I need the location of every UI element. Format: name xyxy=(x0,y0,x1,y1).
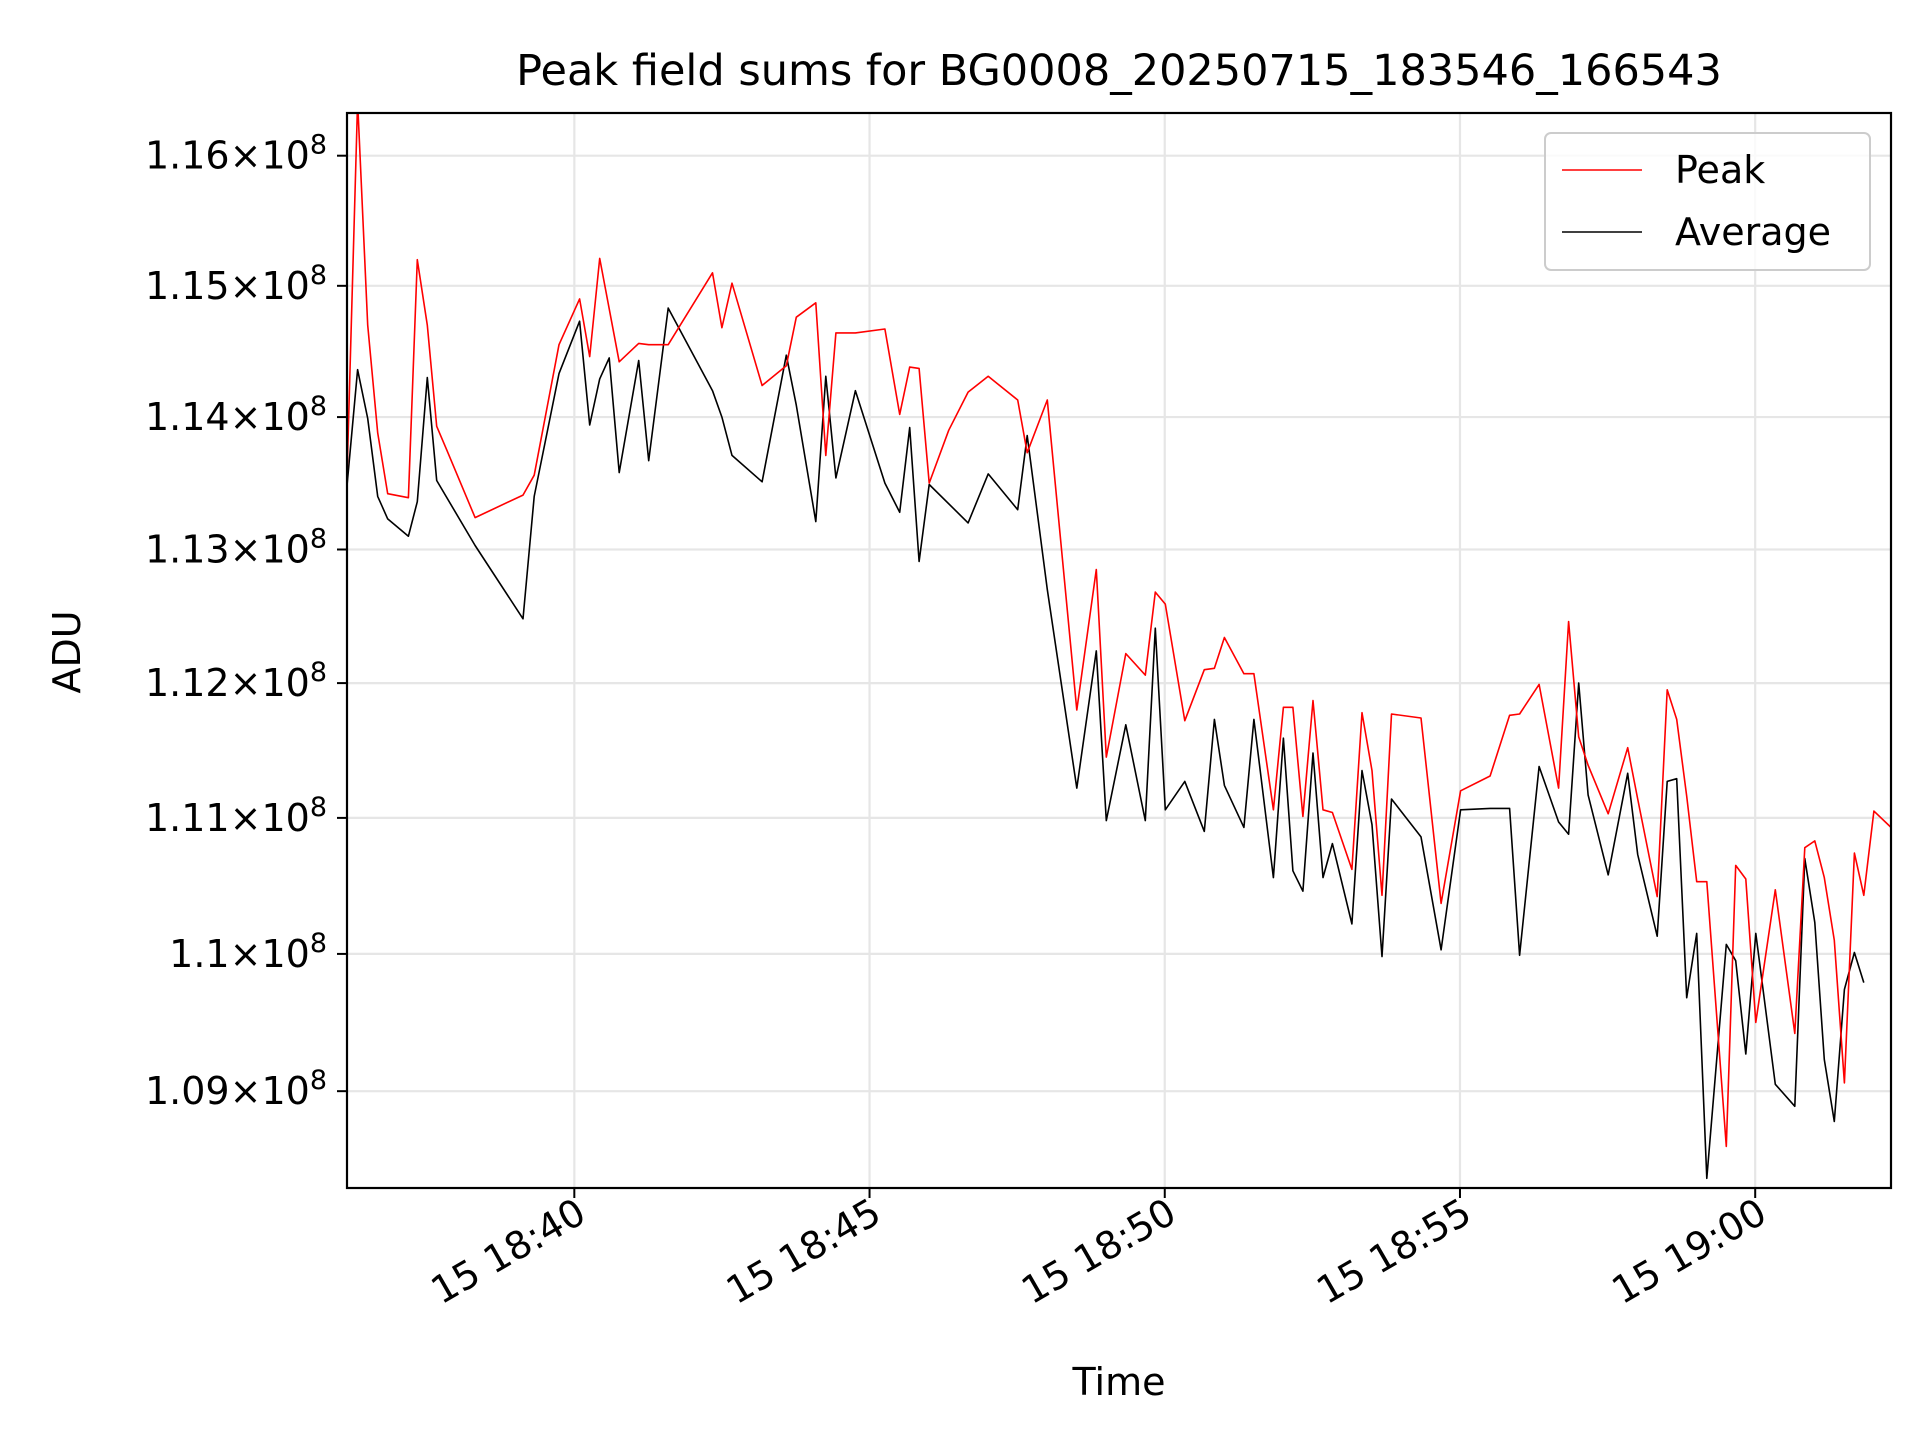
series-line-peak xyxy=(347,113,1891,1148)
legend-box xyxy=(1544,132,1871,271)
grid xyxy=(347,113,1891,1188)
chart-title: Peak field sums for BG0008_20250715_1835… xyxy=(516,46,1722,96)
x-tick-label: 15 18:55 xyxy=(1309,1190,1478,1313)
x-tick-label: 15 18:45 xyxy=(719,1190,888,1313)
y-axis: 1.09×108 1.1×108 1.11×108 1.12×108 1.13×108 1… xyxy=(145,130,347,1113)
x-tick-label: 15 18:40 xyxy=(424,1190,593,1313)
y-tick-label: 1.16×108 xyxy=(145,130,327,178)
legend-label-average: Average xyxy=(1675,210,1831,254)
legend-label-peak: Peak xyxy=(1675,148,1765,192)
x-tick-label: 15 18:50 xyxy=(1014,1190,1183,1313)
y-tick-label: 1.09×108 xyxy=(145,1065,327,1113)
x-tick-label: 15 19:00 xyxy=(1605,1190,1774,1313)
plot-frame xyxy=(345,111,1893,1190)
x-axis-label: Time xyxy=(1072,1360,1166,1404)
y-axis-label: ADU xyxy=(45,610,89,693)
y-tick-label: 1.11×108 xyxy=(145,792,327,840)
y-tick-label: 1.14×108 xyxy=(145,391,327,439)
y-tick-label: 1.15×108 xyxy=(145,260,327,308)
series-line-average xyxy=(347,307,1865,1180)
y-tick-label: 1.13×108 xyxy=(145,524,327,572)
y-tick-label: 1.12×108 xyxy=(145,657,327,705)
x-axis: 15 18:40 15 18:45 15 18:50 15 18:55 15 19:00 xyxy=(424,1188,1774,1313)
series-lines xyxy=(347,113,1891,1180)
y-tick-label: 1.1×108 xyxy=(169,928,327,976)
legend: Peak Average xyxy=(1544,132,1871,271)
